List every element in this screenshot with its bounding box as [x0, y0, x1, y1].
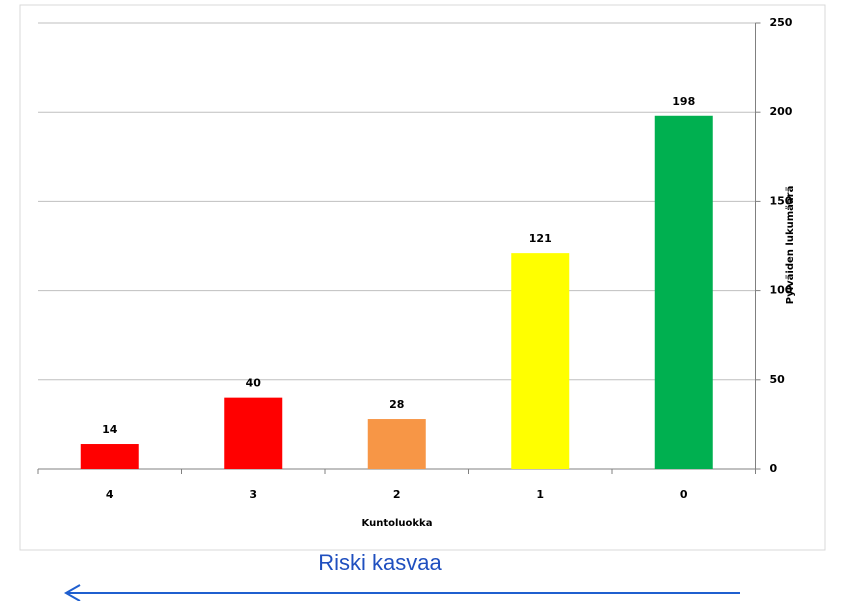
- arrow-head: [63, 584, 81, 601]
- bar: [80, 444, 139, 469]
- value-label: 198: [672, 95, 695, 108]
- annotation: Riski kasvaa: [318, 550, 442, 575]
- y-tick-label: 100: [770, 284, 793, 297]
- x-tick-label: 4: [106, 488, 114, 501]
- bar: [224, 397, 283, 469]
- x-axis-title: Kuntoluokka: [362, 518, 433, 529]
- x-tick-label: 1: [536, 488, 544, 501]
- value-label: 28: [389, 398, 404, 411]
- y-tick-label: 50: [770, 373, 786, 386]
- value-label: 40: [246, 377, 262, 390]
- value-label: 121: [529, 232, 552, 245]
- x-tick-label: 0: [680, 488, 688, 501]
- bar: [367, 419, 426, 469]
- x-tick-label: 3: [249, 488, 257, 501]
- y-tick-label: 250: [770, 16, 793, 29]
- value-label: 14: [102, 423, 118, 436]
- x-tick-label: 2: [393, 488, 401, 501]
- y-axis-title: Pylväiden lukumäärä: [785, 186, 796, 305]
- y-tick-label: 0: [770, 462, 778, 475]
- y-tick-label: 200: [770, 105, 793, 118]
- bar: [654, 115, 713, 469]
- bar: [511, 253, 570, 469]
- y-tick-label: 150: [770, 194, 793, 207]
